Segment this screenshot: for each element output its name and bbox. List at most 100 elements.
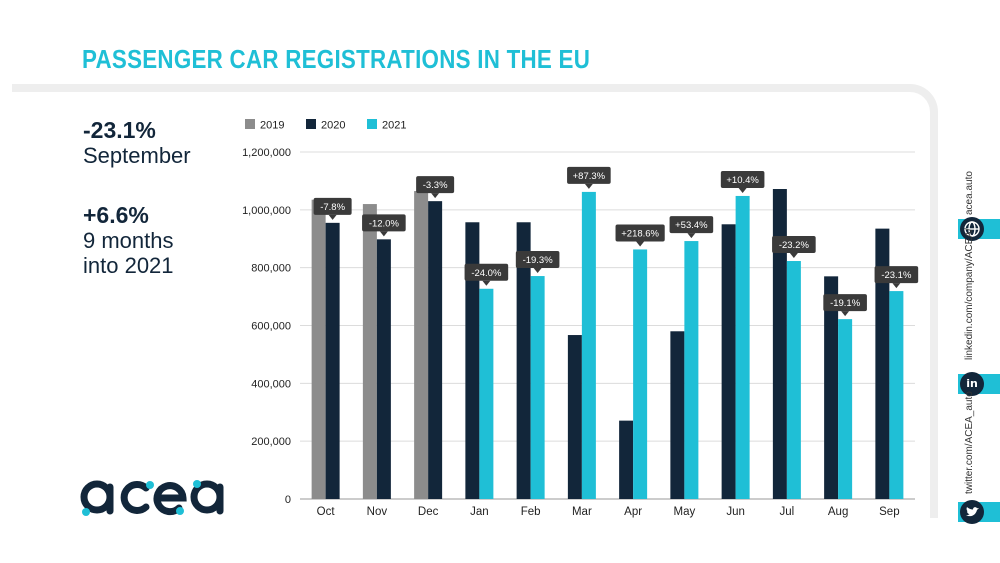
bar-2019 <box>414 191 429 499</box>
bar-2021 <box>530 276 545 499</box>
change-label-pointer <box>892 283 901 289</box>
change-label-box <box>823 294 867 312</box>
change-label: +87.3% <box>573 171 606 182</box>
globe-icon <box>960 217 984 241</box>
bar-2019 <box>362 204 377 500</box>
bar-2021 <box>889 291 904 499</box>
change-label-box <box>313 197 352 215</box>
legend-label-2021: 2021 <box>382 120 406 132</box>
bar-2020 <box>516 222 531 499</box>
acea-logo <box>80 465 225 530</box>
change-label: +53.4% <box>675 220 708 231</box>
x-tick-label: May <box>674 506 696 518</box>
bar-2021 <box>479 288 494 499</box>
change-label-pointer <box>636 241 645 247</box>
bar-2021 <box>684 241 699 499</box>
change-label-box <box>874 266 919 284</box>
change-label-pointer <box>738 187 747 193</box>
twitter-link[interactable] <box>958 500 1000 524</box>
x-tick-label: Oct <box>317 506 336 518</box>
change-label: -24.0% <box>471 268 502 279</box>
bar-2021 <box>581 191 596 499</box>
x-tick-label: Mar <box>572 506 592 518</box>
change-label-box <box>772 236 816 254</box>
x-tick-label: Jul <box>780 506 795 518</box>
y-tick-label: 400,000 <box>251 378 291 390</box>
bar-2019 <box>311 199 326 499</box>
website-link[interactable] <box>958 217 1000 241</box>
x-tick-label: Feb <box>521 506 541 518</box>
stat-label-line-2: into 2021 <box>83 253 174 278</box>
x-tick-label: Sep <box>879 506 899 518</box>
change-label-box <box>515 251 560 269</box>
change-label-box <box>362 214 406 232</box>
bar-2020 <box>428 201 443 500</box>
bar-2020 <box>875 228 890 500</box>
change-label-box <box>615 224 665 242</box>
linkedin-icon: in <box>960 372 984 396</box>
bar-2020 <box>619 420 634 499</box>
y-tick-label: 0 <box>285 494 291 506</box>
change-label-pointer <box>789 253 798 259</box>
change-label-box <box>464 263 509 281</box>
change-label-box <box>567 166 611 184</box>
y-tick-label: 600,000 <box>251 321 291 333</box>
stat-value: +6.6% <box>83 202 149 228</box>
bar-2020 <box>670 331 685 499</box>
bar-2020 <box>567 335 582 499</box>
change-label: -12.0% <box>369 218 400 229</box>
linkedin-link[interactable]: in <box>958 372 1000 396</box>
bar-2020 <box>465 222 480 499</box>
change-label-box <box>416 176 455 194</box>
change-label: -23.1% <box>881 270 912 281</box>
change-label: -19.3% <box>523 255 554 266</box>
x-tick-label: Aug <box>828 506 848 518</box>
x-tick-label: Dec <box>418 506 439 518</box>
stat-value: -23.1% <box>83 117 156 143</box>
legend-label-2019: 2019 <box>260 120 284 132</box>
bar-2020 <box>721 224 736 499</box>
y-tick-label: 800,000 <box>251 263 291 275</box>
change-label-pointer <box>841 311 850 317</box>
change-label: +10.4% <box>726 175 759 186</box>
change-label-pointer <box>533 268 542 274</box>
change-label: -19.1% <box>830 298 861 309</box>
change-label-box <box>720 170 765 188</box>
bar-2020 <box>376 239 391 499</box>
legend-label-2020: 2020 <box>321 120 345 132</box>
x-tick-label: Jan <box>470 506 489 518</box>
legend-swatch-2021 <box>367 119 377 129</box>
stat-nine-months: +6.6% 9 months into 2021 <box>83 202 174 278</box>
bar-2020 <box>325 222 340 500</box>
stat-label-line-1: 9 months <box>83 228 174 253</box>
page-title: PASSENGER CAR REGISTRATIONS IN THE EU <box>82 44 591 74</box>
change-label-box <box>669 216 714 234</box>
y-tick-label: 1,200,000 <box>242 147 291 159</box>
stat-september: -23.1% September <box>83 117 191 168</box>
content-frame <box>12 84 938 518</box>
x-tick-label: Apr <box>624 506 642 518</box>
bar-2020 <box>772 189 787 499</box>
change-label-pointer <box>379 231 388 237</box>
x-tick-label: Jun <box>726 506 745 518</box>
legend-swatch-2020 <box>306 119 316 129</box>
change-label-pointer <box>584 183 593 189</box>
change-label-pointer <box>687 233 696 239</box>
y-tick-label: 200,000 <box>251 436 291 448</box>
y-tick-label: 1,000,000 <box>242 205 291 217</box>
bar-2021 <box>735 195 750 499</box>
change-label-pointer <box>482 280 491 286</box>
change-label: -7.8% <box>320 202 345 213</box>
bar-2021 <box>838 319 853 499</box>
change-label: -3.3% <box>423 180 448 191</box>
bar-2021 <box>786 261 801 499</box>
bar-2020 <box>824 276 839 499</box>
twitter-icon <box>960 500 984 524</box>
x-tick-label: Nov <box>367 506 388 518</box>
change-label-pointer <box>328 214 337 220</box>
stat-label: September <box>83 143 191 168</box>
change-label-pointer <box>431 193 440 199</box>
change-label: +218.6% <box>621 228 659 239</box>
bar-2021 <box>633 249 648 499</box>
